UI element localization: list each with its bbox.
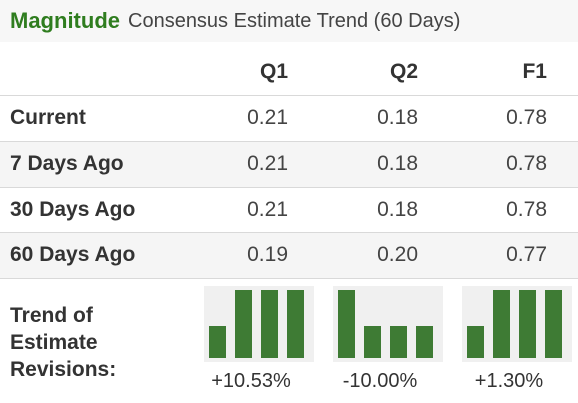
brand-title: Magnitude	[10, 8, 120, 33]
value-current-f1: 0.78	[506, 106, 547, 129]
widget-subtitle: Consensus Estimate Trend (60 Days)	[128, 9, 461, 32]
table-row: 60 Days Ago 0.19 0.20 0.77	[0, 232, 578, 278]
column-header-f1: F1	[522, 60, 547, 83]
value-30d-q2: 0.18	[377, 198, 418, 221]
sparkline-bar	[287, 290, 304, 358]
sparkline-bar	[235, 290, 252, 358]
value-current-q2: 0.18	[377, 106, 418, 129]
trend-label-line: Estimate	[10, 331, 98, 354]
value-current-q1: 0.21	[247, 106, 288, 129]
title-bar: Magnitude Consensus Estimate Trend (60 D…	[0, 0, 578, 42]
sparkline-bar	[338, 290, 355, 358]
row-label-current: Current	[10, 106, 86, 129]
revision-change-q1: +10.53%	[211, 370, 291, 392]
sparkline-svg	[209, 290, 304, 358]
trend-label-line: Trend of	[10, 304, 93, 327]
sparkline-bar	[261, 290, 278, 358]
revision-change-q2: -10.00%	[342, 370, 418, 392]
sparkline-bar	[467, 326, 484, 358]
value-60d-f1: 0.77	[506, 243, 547, 266]
table-header-row: Q1 Q2 F1	[0, 50, 578, 95]
sparkline-bar	[390, 326, 407, 358]
sparkline-bar	[209, 326, 226, 358]
row-label-7-days-ago: 7 Days Ago	[10, 152, 124, 175]
sparkline-svg	[467, 290, 562, 358]
revision-change-f1: +1.30%	[474, 370, 544, 392]
sparkline-bar	[364, 326, 381, 358]
value-60d-q1: 0.19	[247, 243, 288, 266]
trend-row	[0, 278, 578, 403]
value-30d-f1: 0.78	[506, 198, 547, 221]
revision-sparkline-f1	[462, 286, 572, 362]
column-header-q2: Q2	[389, 60, 418, 83]
row-label-60-days-ago: 60 Days Ago	[10, 243, 136, 266]
row-label-30-days-ago: 30 Days Ago	[10, 198, 136, 221]
table-row: 30 Days Ago 0.21 0.18 0.78	[0, 187, 578, 232]
sparkline-bar	[416, 326, 433, 358]
sparkline-bar	[545, 290, 562, 358]
value-7d-f1: 0.78	[506, 152, 547, 175]
value-7d-q2: 0.18	[377, 152, 418, 175]
value-7d-q1: 0.21	[247, 152, 288, 175]
value-60d-q2: 0.20	[377, 243, 418, 266]
table-row: Current 0.21 0.18 0.78	[0, 95, 578, 141]
value-30d-q1: 0.21	[247, 198, 288, 221]
sparkline-bar	[493, 290, 510, 358]
trend-label: Trend of Estimate Revisions:	[10, 302, 160, 383]
sparkline-bar	[519, 290, 536, 358]
table-row: 7 Days Ago 0.21 0.18 0.78	[0, 141, 578, 187]
sparkline-svg	[338, 290, 433, 358]
revision-sparkline-q2	[333, 286, 443, 362]
column-header-q1: Q1	[259, 60, 288, 83]
revision-sparkline-q1	[204, 286, 314, 362]
trend-label-line: Revisions:	[10, 358, 117, 381]
